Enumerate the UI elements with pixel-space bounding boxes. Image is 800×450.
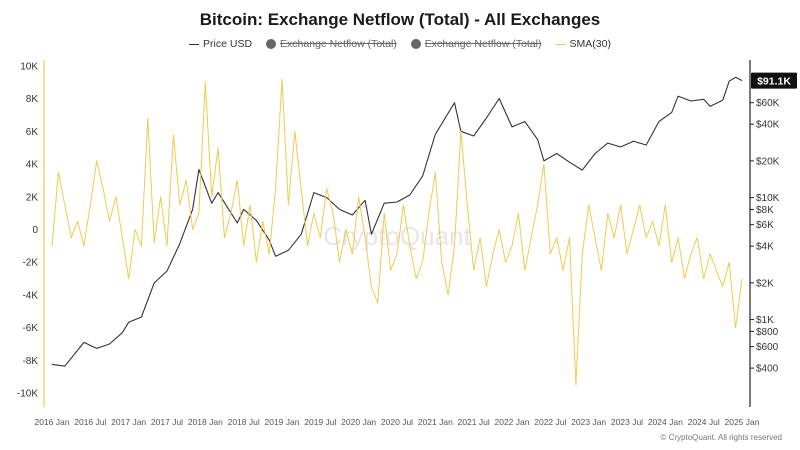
- x-axis-tick-label: 2022 Jul: [534, 417, 566, 427]
- right-axis-tick-label: $10K: [756, 193, 780, 204]
- chart-legend: Price USD Exchange Netflow (Total) Excha…: [0, 38, 800, 50]
- legend-line-swatch: [189, 43, 200, 45]
- x-axis-tick-label: 2020 Jul: [381, 417, 413, 427]
- chart-title: Bitcoin: Exchange Netflow (Total) - All …: [199, 10, 601, 29]
- left-axis-tick-label: -6K: [22, 323, 38, 334]
- x-axis-tick-label: 2024 Jan: [648, 417, 683, 427]
- legend-item-price[interactable]: Price USD: [189, 38, 252, 50]
- right-axis-tick-label: $2K: [756, 278, 774, 289]
- left-axis-tick-label: -10K: [17, 389, 38, 400]
- left-axis-tick-label: 2K: [26, 192, 39, 203]
- x-axis-tick-label: 2018 Jul: [228, 417, 260, 427]
- left-axis-tick-label: 10K: [20, 62, 38, 73]
- x-axis-tick-label: 2019 Jan: [265, 417, 300, 427]
- left-axis-tick-label: -8K: [22, 356, 38, 367]
- legend-item-netflow-2[interactable]: Exchange Netflow (Total): [410, 38, 542, 50]
- x-axis-tick-label: 2016 Jan: [35, 417, 70, 427]
- legend-item-sma[interactable]: SMA(30): [555, 38, 611, 50]
- legend-label: Exchange Netflow (Total): [424, 38, 542, 50]
- x-axis-tick-label: 2017 Jan: [111, 417, 146, 427]
- x-axis-tick-label: 2024 Jul: [688, 417, 720, 427]
- sma-series-line: [51, 78, 743, 386]
- right-axis-tick-label: $8K: [756, 205, 774, 216]
- price-series-line: [51, 76, 743, 367]
- watermark-text: CryptoQuant: [323, 221, 471, 251]
- legend-label: SMA(30): [569, 38, 611, 50]
- left-axis-tick-label: 8K: [26, 94, 39, 105]
- x-axis-tick-label: 2023 Jan: [571, 417, 606, 427]
- legend-dot-swatch: [410, 39, 421, 49]
- right-axis-tick-label: $1K: [756, 315, 774, 326]
- left-axis-tick-label: 0: [32, 225, 38, 236]
- right-axis-tick-label: $40K: [756, 120, 780, 131]
- left-axis-tick-label: 6K: [26, 127, 39, 138]
- left-axis-tick-label: -4K: [22, 290, 38, 301]
- right-axis-tick-label: $60K: [756, 98, 780, 109]
- left-axis-tick-label: -2K: [22, 258, 38, 269]
- right-axis-tick-label: $800: [756, 327, 779, 338]
- x-axis-tick-label: 2021 Jan: [418, 417, 453, 427]
- x-axis-tick-label: 2020 Jan: [341, 417, 376, 427]
- x-axis-tick-label: 2023 Jul: [611, 417, 643, 427]
- right-axis-tick-label: $4K: [756, 242, 774, 253]
- x-axis-tick-label: 2017 Jul: [151, 417, 183, 427]
- right-axis-tick-label: $6K: [756, 220, 774, 231]
- current-price-label: $91.1K: [757, 76, 791, 88]
- legend-item-netflow-1[interactable]: Exchange Netflow (Total): [266, 38, 397, 50]
- right-axis-tick-label: $600: [756, 342, 779, 353]
- legend-line-swatch: [555, 43, 566, 45]
- right-axis-tick-label: $20K: [756, 156, 780, 167]
- left-axis-tick-label: 4K: [26, 160, 39, 171]
- legend-label: Exchange Netflow (Total): [280, 38, 397, 50]
- x-axis-tick-label: 2018 Jan: [188, 417, 223, 427]
- right-axis-tick-label: $400: [756, 364, 779, 375]
- x-axis-tick-label: 2019 Jul: [304, 417, 336, 427]
- current-price-badge: [751, 72, 797, 89]
- legend-label: Price USD: [203, 38, 253, 50]
- x-axis-tick-label: 2022 Jan: [495, 417, 530, 427]
- x-axis-tick-label: 2021 Jul: [458, 417, 490, 427]
- legend-dot-swatch: [266, 39, 277, 49]
- x-axis-tick-label: 2025 Jan: [725, 417, 760, 427]
- copyright-text: © CryptoQuant. All rights reserved: [660, 433, 783, 442]
- x-axis-tick-label: 2016 Jul: [74, 417, 106, 427]
